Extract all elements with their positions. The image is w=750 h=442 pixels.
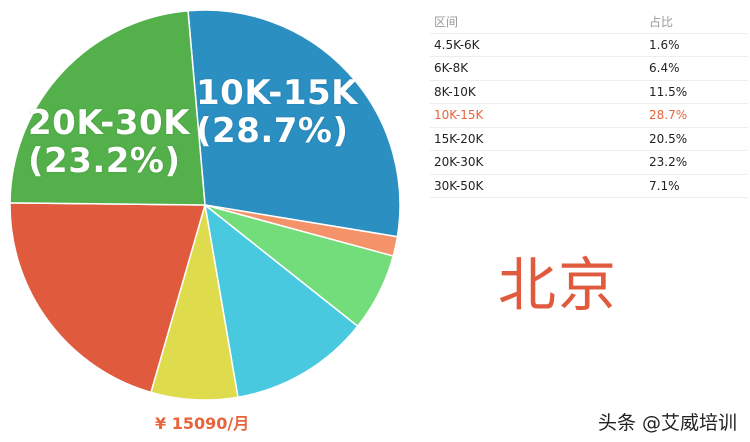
pie-label-20k-30k-pct: (23.2%)	[28, 141, 181, 181]
pie-slice-8k-10k	[203, 203, 359, 399]
pie-slice-20k-30k	[9, 9, 206, 206]
pie-label-10k-15k-pct: (28.7%)	[196, 111, 349, 151]
table-cell-range: 20K-30K	[434, 155, 484, 170]
table-cell-pct: 7.1%	[649, 178, 680, 193]
pie-slice-15k-20k	[9, 202, 206, 394]
table-cell-range: 4.5K-6K	[434, 37, 480, 52]
table-cell-range: 6K-8K	[434, 61, 469, 76]
table-row: 6K-8K 6.4%	[430, 57, 748, 81]
salary-distribution-table: 区间 占比 4.5K-6K 1.6% 6K-8K 6.4% 8K-10K 11.5% 10K…	[430, 10, 748, 198]
table-row: 10K-15K 28.7%	[430, 104, 748, 128]
table-row: 8K-10K 11.5%	[430, 81, 748, 104]
table-header-range: 区间	[434, 14, 459, 29]
watermark: 头条 @艾威培训	[598, 412, 738, 434]
average-salary: ¥ 15090/月	[155, 414, 250, 433]
table-body: 4.5K-6K 1.6% 6K-8K 6.4% 8K-10K 11.5% 10K-15K 28…	[430, 34, 748, 198]
table-cell-pct: 20.5%	[649, 131, 688, 146]
pie-label-20k-30k-range: 20K-30K	[28, 103, 190, 143]
table-cell-range: 15K-20K	[434, 131, 484, 146]
table-cell-range: 30K-50K	[434, 178, 484, 193]
city-label: 北京	[498, 251, 619, 319]
table-row: 4.5K-6K 1.6%	[430, 34, 748, 57]
table-header-row: 区间 占比	[430, 10, 748, 34]
pie-svg	[9, 9, 401, 401]
table-cell-pct: 23.2%	[649, 155, 688, 170]
table-cell-range: 8K-10K	[434, 84, 476, 99]
pie-label-20k-30k: 20K-30K (23.2%)	[28, 104, 190, 180]
pie-slice-10k-15k	[187, 9, 401, 238]
table-cell-pct: 28.7%	[649, 108, 688, 123]
pie-label-10k-15k: 10K-15K (28.7%)	[196, 74, 358, 150]
table-header-pct: 占比	[649, 14, 674, 29]
table-cell-range: 10K-15K	[434, 108, 484, 123]
pie-label-10k-15k-range: 10K-15K	[196, 73, 358, 113]
table-cell-pct: 1.6%	[649, 37, 680, 52]
table-row: 30K-50K 7.1%	[430, 175, 748, 198]
table-cell-pct: 6.4%	[649, 61, 680, 76]
salary-pie-chart: 10K-15K (28.7%) 20K-30K (23.2%) ¥ 15090/…	[9, 9, 401, 433]
table-row: 15K-20K 20.5%	[430, 128, 748, 151]
table-cell-pct: 11.5%	[649, 84, 688, 99]
table-row: 20K-30K 23.2%	[430, 151, 748, 175]
